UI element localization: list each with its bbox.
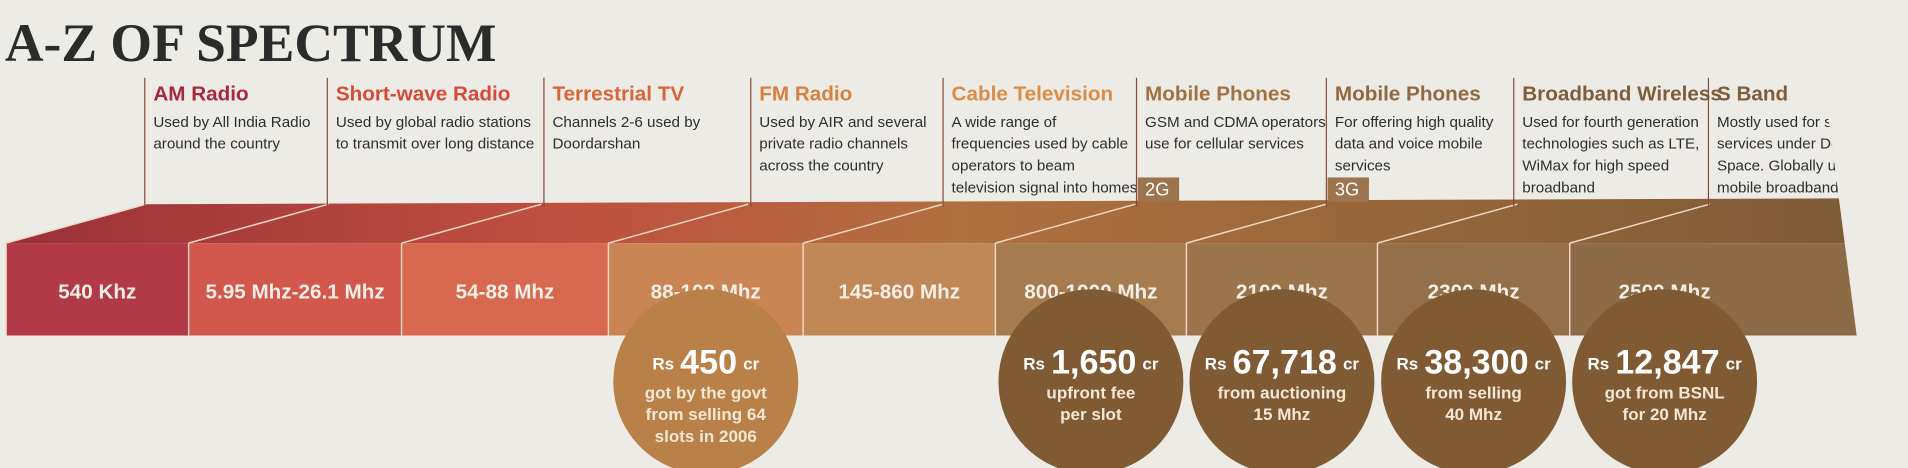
revenue-note: slots in 2006 — [655, 427, 757, 446]
item-description: WiMax for high speed — [1522, 158, 1669, 175]
item-description: to transmit over long distance — [336, 136, 534, 153]
revenue-circle — [1572, 289, 1758, 468]
divider — [5, 203, 147, 244]
revenue-note: 40 Mhz — [1445, 405, 1502, 424]
band-segment — [188, 243, 402, 336]
band-segment — [401, 243, 609, 336]
revenue-unit: cr — [743, 354, 759, 373]
item-description: use for cellular services — [1145, 136, 1304, 153]
revenue-unit: cr — [1343, 354, 1359, 373]
divider — [401, 203, 542, 244]
item-description: around the country — [153, 136, 280, 153]
revenue-circle — [613, 289, 799, 468]
item-description: across the country — [759, 158, 884, 175]
frequency: 145-860 Mhz — [838, 280, 960, 303]
revenue-value: 450 — [680, 344, 737, 382]
revenue-unit: cr — [1535, 354, 1551, 373]
item-description: Used for fourth generation — [1522, 114, 1699, 131]
revenue-amount: Rs 1,650 cr — [1023, 344, 1159, 382]
item-description: technologies such as LTE, — [1522, 136, 1699, 153]
divider — [802, 203, 944, 244]
revenue-note: 15 Mhz — [1254, 405, 1311, 424]
revenue-note: upfront fee — [1046, 383, 1135, 402]
revenue-circle — [998, 289, 1184, 468]
divider — [1569, 203, 1710, 244]
revenue-value: 67,718 — [1233, 344, 1337, 382]
revenue-amount: Rs 38,300 cr — [1396, 344, 1551, 382]
revenue-unit: cr — [1726, 354, 1742, 373]
revenue-circle — [1381, 289, 1567, 468]
badge-bg — [1137, 177, 1180, 202]
item-heading: S Band — [1717, 82, 1788, 105]
divider — [188, 203, 329, 244]
divider — [1186, 203, 1327, 244]
item-heading: Mobile Phones — [1335, 82, 1481, 105]
item-description: Used by All India Radio — [153, 114, 310, 131]
revenue-note: from selling 64 — [646, 405, 767, 424]
revenue-note: per slot — [1060, 405, 1122, 424]
item-description: For offering high quality — [1335, 114, 1494, 131]
revenue-note: for 20 Mhz — [1623, 405, 1707, 424]
divider — [995, 203, 1136, 244]
item-description: services — [1335, 158, 1391, 175]
item-heading: FM Radio — [759, 82, 852, 105]
band-segment — [6, 243, 189, 336]
item-description: mobile broadband. — [1717, 179, 1843, 196]
item-description: Used by global radio stations — [336, 114, 532, 131]
item-description: broadband — [1522, 179, 1595, 196]
revenue-unit: cr — [1142, 354, 1158, 373]
revenue-prefix: Rs — [1023, 354, 1045, 373]
revenue-amount: Rs 450 cr — [652, 344, 759, 382]
revenue-prefix: Rs — [1396, 354, 1418, 373]
divider — [1377, 203, 1518, 244]
band-segment — [803, 243, 996, 336]
revenue-circle — [1189, 289, 1375, 468]
revenue-note: got from BSNL — [1605, 383, 1725, 402]
revenue-value: 12,847 — [1615, 344, 1719, 382]
frequency: 5.95 Mhz-26.1 Mhz — [205, 280, 384, 303]
item-description: Used by AIR and several — [759, 114, 926, 131]
revenue-amount: Rs 67,718 cr — [1205, 344, 1360, 382]
revenue-prefix: Rs — [1205, 354, 1227, 373]
frequency: 540 Khz — [58, 280, 136, 303]
revenue-note: got by the govt — [645, 383, 767, 402]
item-heading: Short-wave Radio — [336, 82, 511, 105]
revenue-prefix: Rs — [652, 354, 674, 373]
item-description: frequencies used by cable — [952, 136, 1129, 153]
band-top — [6, 198, 1908, 244]
revenue-note: from selling — [1425, 383, 1521, 402]
item-heading: Cable Television — [952, 82, 1114, 105]
item-description: A wide range of — [952, 114, 1058, 131]
revenue-prefix: Rs — [1588, 354, 1610, 373]
revenue-value: 1,650 — [1051, 344, 1136, 382]
revenue-value: 38,300 — [1424, 344, 1528, 382]
badge: 2G — [1145, 179, 1169, 200]
item-heading: Terrestrial TV — [552, 82, 684, 105]
item-heading: AM Radio — [153, 82, 248, 105]
item-description: GSM and CDMA operators — [1145, 114, 1326, 131]
item-description: Doordarshan — [552, 136, 640, 153]
divider — [608, 203, 749, 244]
item-heading: Broadband Wireless — [1522, 82, 1722, 105]
item-description: television signal into homes — [952, 179, 1138, 196]
revenue-amount: Rs 12,847 cr — [1588, 344, 1743, 382]
item-description: private radio channels — [759, 136, 908, 153]
item-description: Channels 2-6 used by — [552, 114, 700, 131]
badge: 3G — [1335, 179, 1359, 200]
item-description: operators to beam — [952, 158, 1075, 175]
revenue-note: from auctioning — [1218, 383, 1347, 402]
item-heading: Mobile Phones — [1145, 82, 1291, 105]
badge-bg — [1327, 177, 1369, 202]
frequency: 54-88 Mhz — [456, 280, 555, 303]
title: A-Z OF SPECTRUM — [5, 13, 497, 73]
edge — [1813, 0, 1908, 468]
item-description: data and voice mobile — [1335, 136, 1483, 153]
